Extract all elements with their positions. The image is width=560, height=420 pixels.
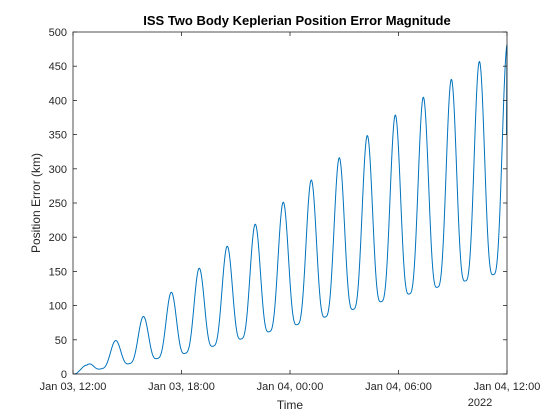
chart-title: ISS Two Body Keplerian Position Error Ma…: [143, 13, 450, 28]
y-axis-ticks: 0 50 100 150 200 250 300 350 400 450 500: [49, 27, 507, 381]
x-tick-label: Jan 03, 12:00: [40, 381, 107, 393]
y-tick-label: 450: [49, 61, 67, 73]
x-axis-ticks: Jan 03, 12:00 Jan 03, 18:00 Jan 04, 00:00 J…: [40, 32, 541, 393]
y-tick-label: 350: [49, 130, 67, 142]
y-tick-label: 400: [49, 95, 67, 107]
y-tick-label: 200: [49, 232, 67, 244]
x-tick-label: Jan 04, 00:00: [257, 381, 324, 393]
y-tick-label: 100: [49, 301, 67, 313]
y-axis-label: Position Error (km): [29, 153, 43, 253]
y-tick-label: 50: [55, 335, 67, 347]
y-tick-label: 150: [49, 266, 67, 278]
x-axis-label: Time: [277, 398, 304, 412]
series-line: [73, 44, 508, 375]
y-tick-label: 250: [49, 198, 67, 210]
x-tick-label: Jan 03, 18:00: [148, 381, 215, 393]
y-tick-label: 0: [61, 369, 67, 381]
x-axis-year-label: 2022: [468, 397, 492, 409]
y-tick-label: 500: [49, 27, 67, 39]
y-tick-label: 300: [49, 164, 67, 176]
x-tick-label: Jan 04, 06:00: [365, 381, 432, 393]
x-tick-label: Jan 04, 12:00: [474, 381, 541, 393]
plot-series: [73, 44, 508, 375]
